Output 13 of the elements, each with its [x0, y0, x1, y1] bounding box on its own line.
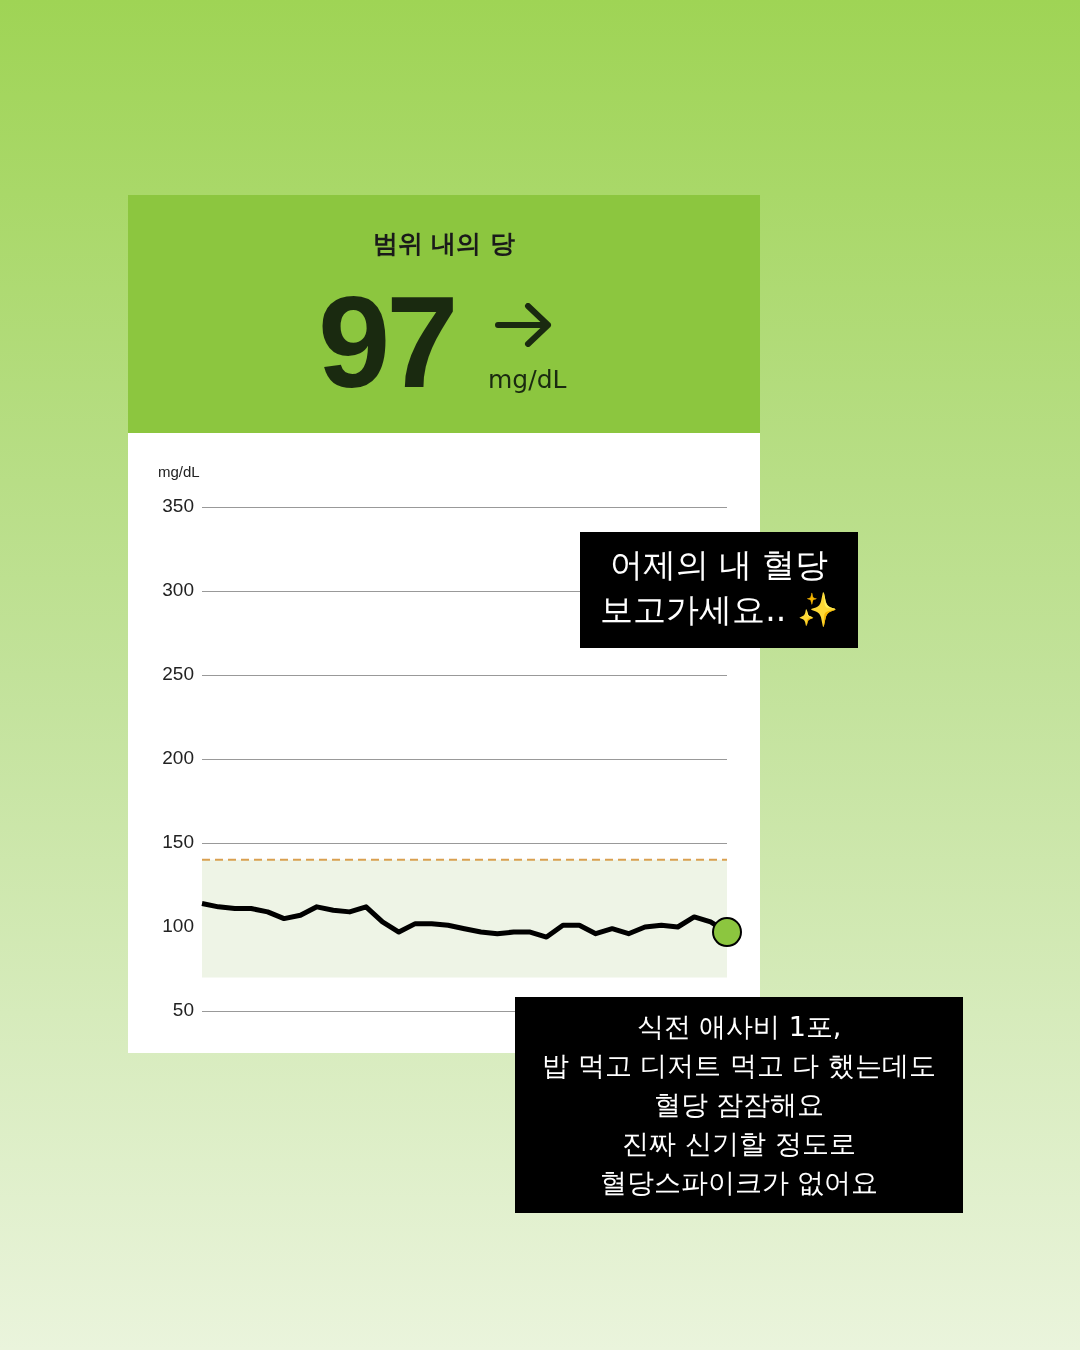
text: mg/dL	[488, 365, 567, 394]
y-tick-label: 200	[162, 747, 194, 769]
chart-title: 범위 내의 당	[371, 228, 517, 260]
y-tick-label: 250	[162, 663, 194, 685]
annotation: 식전 애사비 1포, 밥 먹고 디저트 먹고 다 했는데도 혈당 잠잠해요 진짜 신기할 정도로 혈당스파이크가 없어요	[515, 997, 963, 1213]
y-axis-title: mg/dL	[158, 463, 200, 481]
text: 97	[318, 268, 455, 417]
y-tick-label: 150	[162, 831, 194, 853]
annotation: 어제의 내 혈당 보고가세요.. ✨	[580, 532, 858, 648]
y-tick-label: 50	[172, 999, 194, 1021]
y-tick-label: 350	[162, 495, 194, 517]
y-tick-label: 300	[162, 579, 194, 601]
y-tick-label: 100	[162, 915, 194, 937]
